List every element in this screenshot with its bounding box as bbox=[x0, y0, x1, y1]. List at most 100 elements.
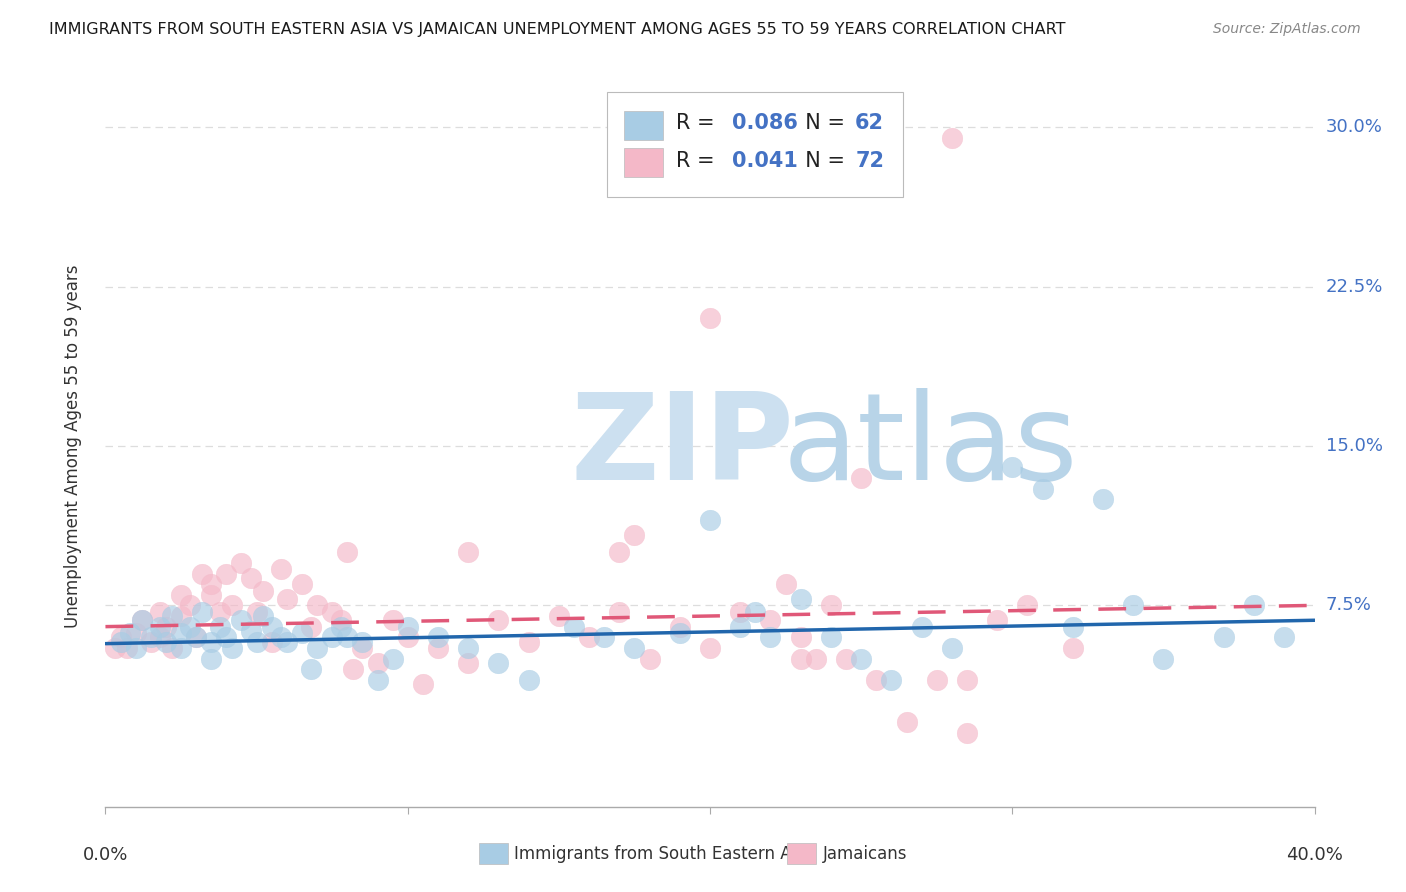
Point bbox=[1017, 599, 1039, 613]
Point bbox=[124, 640, 148, 655]
Point bbox=[131, 613, 153, 627]
Point bbox=[1243, 599, 1265, 613]
Point bbox=[291, 626, 314, 640]
Point bbox=[103, 640, 125, 655]
Point bbox=[1092, 492, 1115, 507]
FancyBboxPatch shape bbox=[479, 843, 508, 864]
Point bbox=[352, 634, 374, 648]
Text: 0.041: 0.041 bbox=[731, 151, 797, 170]
Point bbox=[956, 673, 979, 687]
Point bbox=[427, 630, 450, 644]
Text: ZIP: ZIP bbox=[571, 387, 794, 505]
Text: 72: 72 bbox=[855, 151, 884, 170]
Point bbox=[215, 630, 238, 644]
Point bbox=[366, 656, 388, 670]
Point bbox=[488, 613, 510, 627]
Point bbox=[221, 640, 243, 655]
Point bbox=[299, 619, 322, 633]
Text: Immigrants from South Eastern Asia: Immigrants from South Eastern Asia bbox=[515, 845, 815, 863]
Text: R =: R = bbox=[676, 113, 721, 133]
Point bbox=[804, 651, 827, 665]
Text: 7.5%: 7.5% bbox=[1326, 597, 1372, 615]
Point bbox=[155, 619, 177, 633]
Point bbox=[270, 630, 292, 644]
Text: R =: R = bbox=[676, 151, 721, 170]
Point bbox=[149, 630, 172, 644]
Point bbox=[342, 662, 364, 676]
Point bbox=[699, 513, 721, 527]
Point bbox=[669, 619, 692, 633]
Point bbox=[260, 634, 283, 648]
Point bbox=[790, 630, 813, 644]
Point bbox=[1001, 460, 1024, 475]
Point bbox=[276, 634, 298, 648]
Point bbox=[488, 656, 510, 670]
Point bbox=[209, 619, 232, 633]
Point bbox=[221, 599, 243, 613]
Point bbox=[252, 583, 274, 598]
Point bbox=[548, 609, 571, 624]
FancyBboxPatch shape bbox=[787, 843, 817, 864]
Point bbox=[307, 599, 329, 613]
Point bbox=[215, 566, 238, 581]
Text: Jamaicans: Jamaicans bbox=[823, 845, 907, 863]
Point bbox=[191, 566, 214, 581]
Point bbox=[336, 630, 359, 644]
Point bbox=[276, 592, 298, 607]
Point bbox=[209, 605, 232, 619]
Point bbox=[609, 605, 631, 619]
Point bbox=[775, 577, 797, 591]
Point bbox=[191, 605, 214, 619]
Point bbox=[115, 640, 138, 655]
Text: N =: N = bbox=[792, 151, 852, 170]
Point bbox=[669, 626, 692, 640]
Point bbox=[1122, 599, 1144, 613]
Point bbox=[517, 634, 540, 648]
Point bbox=[457, 656, 479, 670]
Point bbox=[239, 571, 262, 585]
Point bbox=[517, 673, 540, 687]
Point bbox=[260, 619, 283, 633]
Text: atlas: atlas bbox=[783, 387, 1078, 505]
FancyBboxPatch shape bbox=[607, 92, 904, 197]
Point bbox=[790, 592, 813, 607]
Point bbox=[699, 640, 721, 655]
Point bbox=[820, 599, 842, 613]
Point bbox=[231, 613, 253, 627]
Text: 62: 62 bbox=[855, 113, 884, 133]
Point bbox=[336, 545, 359, 559]
Point bbox=[427, 640, 450, 655]
Point bbox=[118, 626, 141, 640]
Point bbox=[252, 609, 274, 624]
Point bbox=[186, 630, 208, 644]
Point bbox=[820, 630, 842, 644]
Point bbox=[911, 619, 934, 633]
Point bbox=[110, 634, 132, 648]
Point bbox=[609, 545, 631, 559]
Point bbox=[1062, 619, 1084, 633]
Point bbox=[925, 673, 948, 687]
Point bbox=[231, 556, 253, 570]
Point bbox=[941, 131, 963, 145]
Point bbox=[986, 613, 1008, 627]
Point bbox=[638, 651, 661, 665]
Y-axis label: Unemployment Among Ages 55 to 59 years: Unemployment Among Ages 55 to 59 years bbox=[63, 264, 82, 628]
Point bbox=[200, 577, 222, 591]
Point bbox=[170, 609, 193, 624]
Point bbox=[170, 640, 193, 655]
Point bbox=[849, 471, 872, 485]
Point bbox=[131, 613, 153, 627]
Point bbox=[160, 640, 183, 655]
Point bbox=[457, 545, 479, 559]
Point bbox=[699, 311, 721, 326]
Point bbox=[160, 609, 183, 624]
Point bbox=[246, 634, 269, 648]
Point bbox=[149, 605, 172, 619]
Point bbox=[1274, 630, 1296, 644]
Point bbox=[412, 677, 434, 691]
Point bbox=[623, 528, 645, 542]
Point bbox=[330, 619, 353, 633]
Point bbox=[1032, 482, 1054, 496]
Text: 15.0%: 15.0% bbox=[1326, 437, 1382, 455]
Point bbox=[790, 651, 813, 665]
